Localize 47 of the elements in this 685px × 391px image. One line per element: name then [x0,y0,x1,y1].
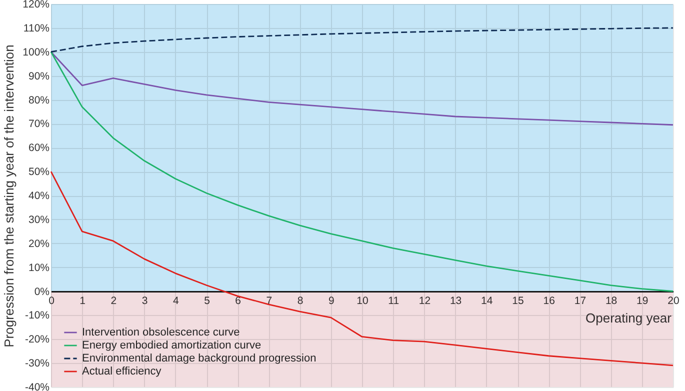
y-tick-label: 120% [22,0,50,10]
legend-label: Energy embodied amortization curve [82,340,262,352]
x-tick-label: 3 [142,294,148,307]
x-tick-label: 10 [356,294,368,307]
legend-label: Intervention obsolescence curve [82,326,240,338]
x-tick-label: 19 [636,294,648,307]
x-tick-label: 4 [172,294,179,307]
y-tick-label: 10% [28,262,50,274]
y-tick-label: 100% [22,46,50,58]
line-series [50,27,674,53]
y-tick-label: 70% [28,118,50,130]
y-tick-label: -40% [24,382,50,391]
x-axis-title: Operating year [586,310,672,326]
y-tick-label: 80% [28,94,50,106]
x-tick-label: 5 [204,294,210,307]
x-tick-label: 9 [328,294,334,307]
x-tick-label: 17 [574,294,586,307]
x-tick-label: 18 [605,294,618,307]
legend-label: Actual efficiency [82,366,162,378]
x-tick-label: 14 [481,294,493,307]
y-tick-label: 90% [28,70,50,82]
x-tick-label: 7 [266,294,272,307]
y-tick-label: 0% [34,286,50,298]
x-tick-label: 8 [297,294,304,307]
x-tick-label: 16 [543,294,556,307]
y-tick-label: 30% [28,214,50,226]
x-tick-label: 11 [388,294,400,307]
x-tick-label: 0 [48,294,55,307]
y-tick-label: -20% [24,334,50,346]
y-axis-title: Progression from the starting year of the intervention [2,44,17,348]
y-tick-label: 40% [28,190,50,202]
y-tick-label: 110% [23,22,50,34]
x-tick-label: 15 [512,294,524,307]
x-tick-label: 12 [418,294,431,307]
x-tick-label: 13 [450,294,462,307]
y-tick-label: 20% [28,238,50,250]
x-tick-label: 20 [668,294,680,307]
line-series [50,51,674,126]
line-series [50,51,674,292]
x-tick-label: 1 [80,294,86,307]
y-tick-label: -10% [24,310,50,322]
y-tick-label: 60% [28,142,50,154]
x-tick-label: 2 [110,294,117,307]
y-tick-label: 50% [28,166,50,178]
y-tick-label: -30% [24,358,50,370]
x-tick-label: 6 [235,294,242,307]
legend-label: Environmental damage background progression [82,352,316,364]
